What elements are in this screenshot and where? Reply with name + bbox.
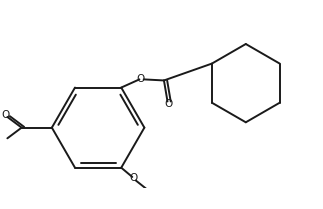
Text: O: O xyxy=(137,74,145,84)
Text: O: O xyxy=(2,110,10,120)
Text: O: O xyxy=(130,173,138,183)
Text: O: O xyxy=(165,99,173,109)
